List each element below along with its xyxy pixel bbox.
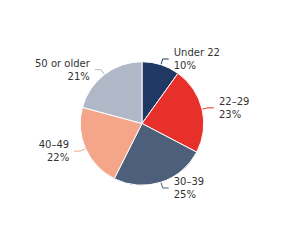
svg-text:23%: 23% <box>219 109 241 120</box>
svg-text:Under 22: Under 22 <box>174 47 220 58</box>
svg-text:10%: 10% <box>174 60 196 71</box>
svg-text:25%: 25% <box>174 189 196 200</box>
svg-text:22–29: 22–29 <box>219 96 249 107</box>
svg-text:50 or older: 50 or older <box>35 58 91 69</box>
svg-text:40–49: 40–49 <box>39 139 69 150</box>
svg-text:22%: 22% <box>47 152 69 163</box>
svg-text:21%: 21% <box>68 71 90 82</box>
svg-text:30–39: 30–39 <box>174 176 204 187</box>
